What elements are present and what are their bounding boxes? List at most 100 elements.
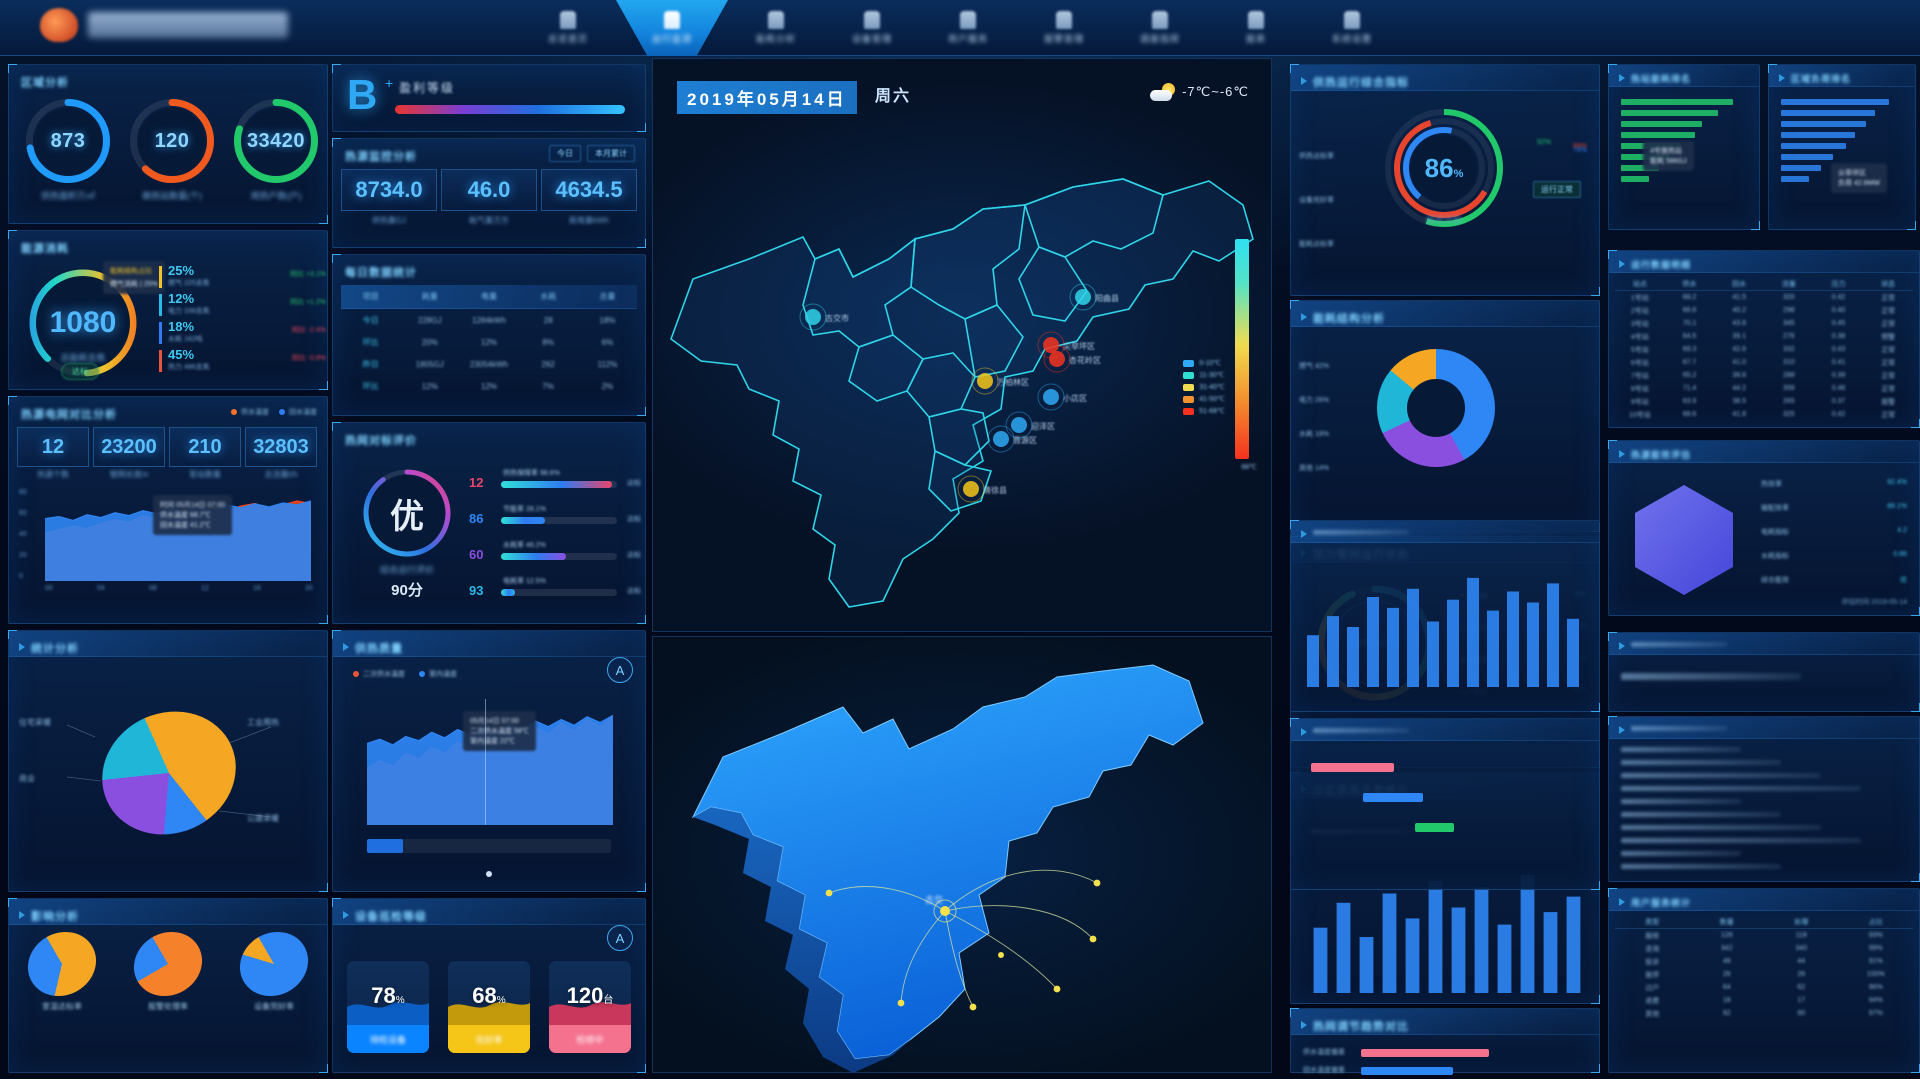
nav-item-5[interactable]: 报警管理 <box>1016 0 1112 56</box>
device-badge[interactable]: A <box>607 925 633 951</box>
map-flow-panel[interactable]: 古交 <box>652 636 1272 1073</box>
energy-item-pct-1: 12% <box>168 291 195 306</box>
hbar-chart[interactable] <box>1781 99 1903 187</box>
map-legend-row-3: 41-50℃ <box>1183 395 1225 403</box>
map-marker-1[interactable]: 阳曲县 <box>1069 283 1119 311</box>
stats-label-2: 工业用热 <box>247 718 279 727</box>
ghost-row-7 <box>1621 838 1861 843</box>
col-2: 处理 <box>1794 918 1809 926</box>
card-supply-title: 供热质量 <box>355 643 403 655</box>
device-tile-1[interactable]: 68% 完好率 <box>448 961 530 1053</box>
right-a-card-1: 能耗结构分析 燃气 42% 电力 26% 水耗 18% 其他 14% <box>1290 300 1600 532</box>
cell-6-3: 97% <box>1868 1010 1883 1017</box>
pie-chart[interactable] <box>16 919 108 1009</box>
data-table[interactable]: 站点 供水 回水 流量 压力 状态 1号站 68.2 41.5 320 0.42 正常 2号站 66.8 4… <box>1615 277 1913 421</box>
pie-chart[interactable] <box>122 919 214 1009</box>
ghost-row-4 <box>1621 799 1741 804</box>
report-icon <box>1248 11 1264 29</box>
energy-item-label-1: 电力 108吉焦 <box>168 308 210 315</box>
device-tile-2[interactable]: 120台 检修中 <box>549 961 631 1053</box>
quality-bar-score-3: 93 <box>469 583 484 598</box>
stats-pie-chart[interactable] <box>82 690 256 856</box>
cell-6-2: 90 <box>1797 1010 1806 1017</box>
daily-cell-2-3: 262 <box>541 359 555 369</box>
source-tab-0[interactable]: 今日 <box>549 145 581 162</box>
weekday-display: 周六 <box>875 88 912 105</box>
influence-pie-0: 室温达标率 <box>14 919 110 1068</box>
nav-item-8[interactable]: 系统设置 <box>1304 0 1400 56</box>
map-scale-unit: 68℃ <box>1241 464 1257 471</box>
bar-fill <box>501 517 546 524</box>
cell-1-1: 66.8 <box>1682 307 1697 314</box>
energy-item-delta-1: 同比 +1.2% <box>290 299 326 306</box>
map-marker-4[interactable]: 杏花岭区 <box>1043 345 1101 373</box>
carousel-dot[interactable] <box>486 871 492 877</box>
chart-scrollbar[interactable] <box>367 839 611 853</box>
triangle-icon <box>343 643 349 651</box>
stats-label-1: 商业 <box>19 774 35 783</box>
bar-chart[interactable] <box>1303 567 1587 687</box>
pipe-x-label: 16 <box>253 585 261 592</box>
pipe-legend-label: 回水温度 <box>289 409 317 416</box>
region-map-svg[interactable]: 古交市 阳曲县 尖草坪区 万柏林区 杏花岭区 迎泽区 小店区 清徐县 晋源区 <box>653 109 1273 609</box>
load-bar-chart[interactable] <box>1309 863 1581 993</box>
right-b-title-0: 热站能耗排名 <box>1631 74 1692 84</box>
map-marker-3[interactable]: 万柏林区 <box>971 367 1029 395</box>
cell-5-3: 94% <box>1868 997 1883 1004</box>
tooltip-row: 能耗 586GJ <box>1650 158 1687 165</box>
supply-tooltip: 05月14日 07:00 二次供水温度 58℃ 室内温度 22℃ <box>463 711 536 751</box>
nav-item-7[interactable]: 报表 <box>1208 0 1304 56</box>
gauge-center: 873 <box>35 108 101 174</box>
triangle-icon <box>19 911 25 919</box>
supply-badge[interactable]: A <box>607 657 633 683</box>
pie-chart[interactable] <box>228 919 320 1009</box>
map-marker-7[interactable]: 清徐县 <box>957 475 1007 503</box>
map-legend-row-0: 0-10℃ <box>1183 359 1225 367</box>
app-logo[interactable]: 智慧热网综合监控平台 <box>40 8 288 42</box>
svg-text:杏花岭区: 杏花岭区 <box>1069 355 1101 365</box>
eff-value-0: 92.4% <box>1887 479 1907 486</box>
quality-bar-score-2: 60 <box>469 547 484 562</box>
card-body: 燃气 42% 电力 26% 水耗 18% 其他 14% <box>1299 331 1591 525</box>
map-marker-0[interactable]: 古交市 <box>799 303 849 331</box>
triangle-icon <box>343 911 349 919</box>
card-body: 站点 供水 回水 流量 压力 状态 1号站 68.2 41.5 320 0.42 正常 2号站 66.8 4… <box>1615 277 1913 423</box>
eff-label-3: 水耗指标 <box>1761 553 1789 560</box>
nav-item-4[interactable]: 用户服务 <box>920 0 1016 56</box>
map-marker-8[interactable]: 晋源区 <box>987 425 1037 453</box>
nav-item-0[interactable]: 总览首页 <box>520 0 616 56</box>
gauge-center: 33420 <box>243 108 309 174</box>
grade-sup: + <box>385 75 394 91</box>
ghost-row-2 <box>1621 773 1821 778</box>
svg-text:尖草坪区: 尖草坪区 <box>1063 341 1095 351</box>
table-row: 今日 228GJ 1284kWh 28 18% <box>341 309 637 331</box>
daily-cell-1-2: 12% <box>481 337 498 347</box>
daily-cell-3-0: 环比 <box>362 381 379 391</box>
nav-item-2[interactable]: 能耗分析 <box>728 0 824 56</box>
main-nav: 总览首页 运行监测 能耗分析 设备管理 用户服务 报警管理 调度指挥 报表 系统设置 <box>520 0 1400 56</box>
cell-1-3: 99% <box>1868 945 1883 952</box>
flow-map-svg[interactable] <box>653 637 1273 1074</box>
energy-item-delta-2: 同比 -2.4% <box>291 327 326 334</box>
energy-item-marker <box>159 350 162 372</box>
data-table[interactable]: 类型 数量 处理 占比 报修 126 118 93% 咨询 342 340 99% 投诉 48 44 91% 报… <box>1615 915 1913 1020</box>
table-row: 退费 18 17 94% <box>1615 994 1913 1007</box>
nav-item-1[interactable]: 运行监测 <box>616 0 728 56</box>
energy-pie[interactable] <box>1377 349 1495 467</box>
donut: 120 <box>130 99 214 183</box>
eff-value-4: 优 <box>1900 577 1907 584</box>
hexagon-radar-icon <box>1629 481 1739 599</box>
device-tile-0[interactable]: 78% 待检设备 <box>347 961 429 1053</box>
map-marker-6[interactable]: 小店区 <box>1037 383 1087 411</box>
quality-bar-score-0: 12 <box>469 475 484 490</box>
cell-2-3: 91% <box>1868 958 1883 965</box>
nav-item-3[interactable]: 设备管理 <box>824 0 920 56</box>
cell-3-0: 4号站 <box>1630 333 1649 341</box>
map-region-panel[interactable]: 2019年05月14日 周六 -7℃~-6℃ 古交市 <box>652 58 1272 632</box>
cell-4-3: 96% <box>1868 984 1883 991</box>
cell-0-2: 41.5 <box>1732 294 1746 301</box>
source-tab-1[interactable]: 本月累计 <box>587 145 635 162</box>
cell-3-3: 100% <box>1866 971 1885 978</box>
nav-item-6[interactable]: 调度指挥 <box>1112 0 1208 56</box>
map-marker-5[interactable]: 迎泽区 <box>1005 411 1055 439</box>
